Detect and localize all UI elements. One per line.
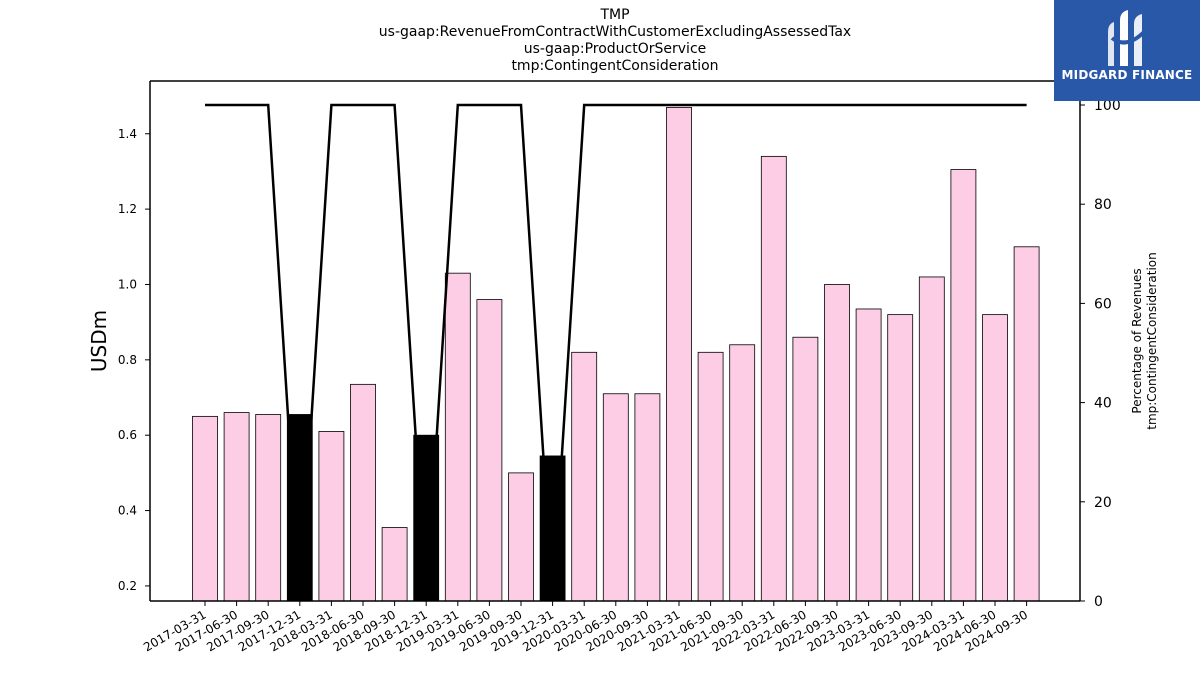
bar-2017-09-30	[255, 414, 282, 602]
bar-2021-09-30	[729, 344, 756, 602]
bar-2022-06-30	[792, 336, 819, 602]
bar-2018-06-30	[350, 383, 376, 602]
chart-title-line-3: us-gaap:ProductOrService	[523, 41, 707, 57]
chart-title-line-1: TMP	[600, 7, 630, 23]
bar-2018-03-31	[318, 431, 345, 602]
y2tick-label: 80	[1094, 197, 1112, 213]
logo-mark-icon	[1108, 10, 1148, 66]
bar-2024-03-31	[950, 169, 977, 602]
y2-axis-label-line-1: Percentage of Revenues	[1130, 268, 1144, 413]
y2tick-label: 100	[1094, 98, 1121, 114]
y-axis-label: USDm	[87, 310, 111, 372]
bar-2021-06-30	[697, 351, 724, 602]
bar-2018-09-30	[381, 527, 408, 602]
bar-2017-03-31	[192, 415, 218, 602]
bar-2023-03-31	[855, 308, 882, 602]
y2-axis-label-line-2: tmp:ContingentConsideration	[1145, 252, 1159, 430]
bar-2020-06-30	[602, 393, 629, 602]
ytick-label: 0.8	[118, 353, 137, 367]
y2tick-label: 0	[1094, 594, 1103, 610]
y2tick-label: 60	[1094, 296, 1112, 312]
bar-2019-06-30	[476, 299, 503, 602]
bar-2020-03-31	[571, 351, 598, 602]
bar-2023-06-30	[887, 314, 914, 602]
bar-2020-09-30	[634, 393, 661, 602]
bar-2022-03-31	[760, 155, 787, 602]
chart-title-line-2: us-gaap:RevenueFromContractWithCustomerE…	[378, 24, 852, 40]
bar-2024-09-30	[1013, 246, 1040, 602]
midgard-finance-logo: MIDGARD FINANCE	[1054, 0, 1200, 101]
ytick-label: 1.0	[118, 277, 137, 291]
percentage-line	[205, 103, 1027, 602]
logo-text: MIDGARD FINANCE	[1061, 68, 1193, 82]
bar-2019-09-30	[508, 472, 534, 602]
bar-2017-06-30	[223, 412, 250, 602]
bar-2021-03-31	[666, 106, 692, 602]
ytick-label: 1.4	[118, 127, 137, 141]
bar-2023-09-30	[918, 276, 945, 602]
ytick-label: 0.6	[118, 428, 137, 442]
bar-2017-12-31	[286, 414, 313, 602]
ytick-label: 0.4	[118, 504, 137, 518]
bar-2019-03-31	[444, 272, 471, 602]
y2tick-label: 40	[1094, 396, 1112, 412]
ytick-label: 0.2	[118, 579, 137, 593]
chart-title-line-4: tmp:ContingentConsideration	[511, 58, 719, 74]
ytick-label: 1.2	[118, 202, 137, 216]
y2tick-label: 20	[1094, 495, 1112, 511]
bar-2022-09-30	[824, 284, 850, 602]
bar-2024-06-30	[982, 314, 1008, 602]
